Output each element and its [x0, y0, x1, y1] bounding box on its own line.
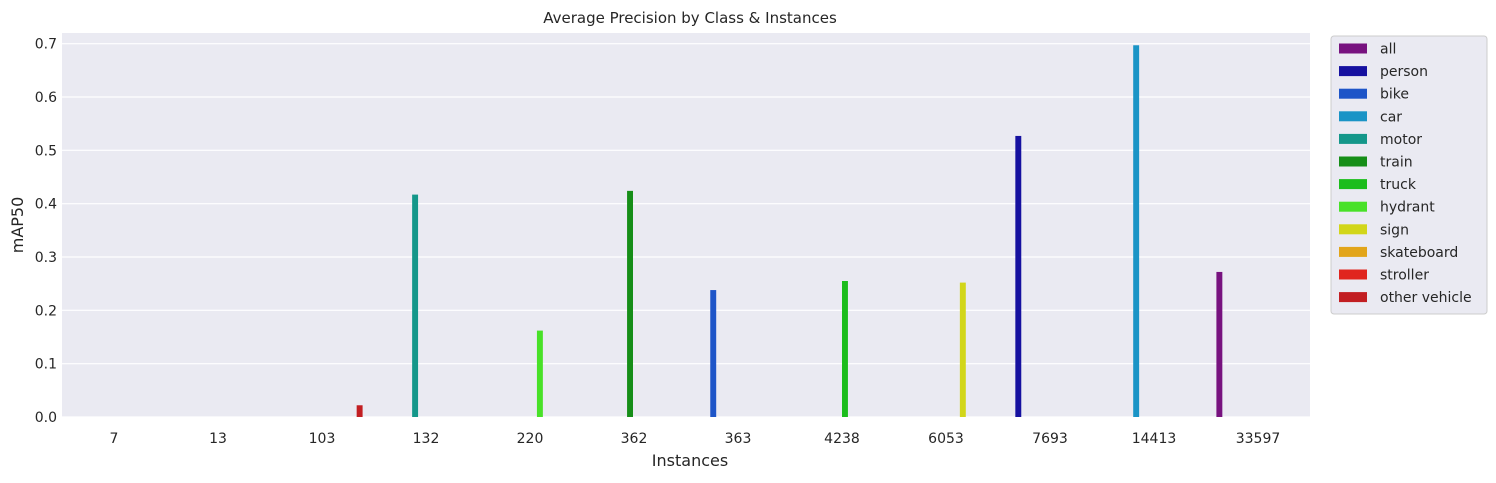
bar-all: [1216, 271, 1223, 417]
bar-hydrant: [536, 330, 543, 417]
x-tick-label: 103: [309, 431, 336, 447]
y-tick-label: 0.7: [35, 37, 57, 53]
y-tick-label: 0.6: [35, 90, 57, 106]
y-tick-label: 0.0: [35, 410, 57, 426]
legend-label: skateboard: [1380, 245, 1458, 261]
x-axis-label: Instances: [652, 451, 728, 470]
x-tick-label: 363: [725, 431, 752, 447]
y-tick-label: 0.1: [35, 357, 57, 373]
legend-label: car: [1380, 109, 1402, 125]
x-tick-label: 4238: [824, 431, 860, 447]
y-axis-label: mAP50: [8, 197, 27, 254]
legend-label: train: [1380, 155, 1413, 171]
legend-items: all person bike car motor train truck hydrant si…: [1339, 42, 1472, 306]
legend-label: sign: [1380, 222, 1409, 238]
legend-swatch: [1339, 43, 1367, 54]
bar-person: [1015, 135, 1022, 417]
x-tick-label: 33597: [1236, 431, 1281, 447]
legend-label: hydrant: [1380, 200, 1435, 216]
x-tick-label: 13: [209, 431, 227, 447]
legend-label: stroller: [1380, 268, 1429, 284]
y-tick-label: 0.3: [35, 250, 57, 266]
legend-box: [1330, 35, 1488, 315]
x-tick-label: 132: [413, 431, 440, 447]
legend-label: all: [1380, 42, 1396, 58]
legend: all person bike car motor train truck hydrant si…: [1330, 35, 1488, 315]
bar-other-vehicle: [356, 405, 363, 417]
x-tick-label: 6053: [928, 431, 964, 447]
bar-bike: [710, 290, 717, 417]
bar-sign: [959, 282, 966, 417]
legend-swatch: [1339, 111, 1367, 122]
chart-title: Average Precision by Class & Instances: [543, 9, 837, 27]
grid-lines: [62, 43, 1310, 418]
legend-label: bike: [1380, 87, 1409, 103]
y-tick-label: 0.2: [35, 303, 57, 319]
legend-label: other vehicle: [1380, 290, 1472, 306]
x-tick-label: 7693: [1032, 431, 1068, 447]
legend-swatch: [1339, 246, 1367, 257]
y-tick-label: 0.5: [35, 143, 57, 159]
bar-motor: [412, 194, 419, 417]
legend-swatch: [1339, 201, 1367, 212]
legend-swatch: [1339, 133, 1367, 144]
x-tick-label: 362: [621, 431, 648, 447]
legend-swatch: [1339, 156, 1367, 167]
legend-swatch: [1339, 292, 1367, 303]
bar-train: [627, 190, 633, 417]
legend-label: truck: [1380, 177, 1417, 193]
legend-label: motor: [1380, 132, 1422, 148]
x-tick-label: 220: [517, 431, 544, 447]
bar-car: [1133, 45, 1140, 418]
bars: [356, 45, 1223, 418]
y-axis-ticks: 0.0 0.1 0.2 0.3 0.4 0.5 0.6 0.7: [35, 37, 57, 426]
x-axis-ticks: 7 13 103 132 220 362 363 4238 6053 7693 14413 33597: [110, 431, 1281, 447]
legend-swatch: [1339, 179, 1367, 190]
legend-swatch: [1339, 224, 1367, 235]
y-tick-label: 0.4: [35, 197, 57, 213]
x-tick-label: 14413: [1132, 431, 1177, 447]
legend-swatch: [1339, 269, 1367, 280]
plot-area: [62, 33, 1310, 417]
bar-truck: [842, 281, 848, 417]
x-tick-label: 7: [110, 431, 119, 447]
legend-label: person: [1380, 64, 1428, 80]
legend-swatch: [1339, 88, 1367, 99]
legend-swatch: [1339, 66, 1367, 77]
